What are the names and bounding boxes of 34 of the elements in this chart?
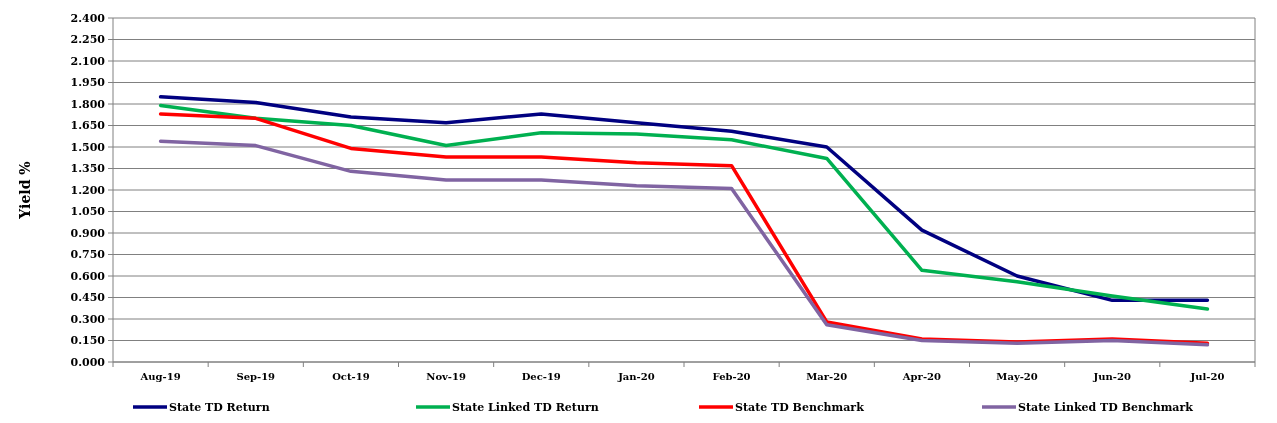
x-tick-label: Jun-20 <box>1092 371 1131 382</box>
x-tick-label: Jul-20 <box>1189 371 1225 382</box>
y-tick-label: 1.200 <box>70 183 106 197</box>
x-tick-label: Feb-20 <box>712 371 751 382</box>
legend-label: State Linked TD Return <box>452 400 599 414</box>
y-tick-label: 0.000 <box>70 355 106 369</box>
y-tick-label: 1.650 <box>70 119 106 133</box>
x-tick-label: Mar-20 <box>806 371 848 382</box>
y-tick-label: 1.500 <box>70 140 106 154</box>
x-tick-label: Sep-19 <box>236 371 276 382</box>
y-tick-label: 0.900 <box>70 226 106 240</box>
x-tick-label: Nov-19 <box>426 371 466 382</box>
y-tick-label: 2.100 <box>70 54 106 68</box>
y-tick-label: 0.600 <box>70 269 106 283</box>
x-tick-label: Aug-19 <box>139 371 181 382</box>
legend-label: State TD Return <box>169 400 270 414</box>
legend-label: State Linked TD Benchmark <box>1018 400 1194 414</box>
y-tick-label: 1.050 <box>70 205 106 219</box>
y-tick-label: 0.450 <box>70 291 106 305</box>
y-tick-label: 0.750 <box>70 248 106 262</box>
x-tick-label: Dec-19 <box>521 371 561 382</box>
y-tick-label: 1.950 <box>70 76 106 90</box>
x-tick-label: Jan-20 <box>617 371 655 382</box>
x-tick-label: Apr-20 <box>901 371 941 382</box>
y-tick-label: 1.350 <box>70 162 106 176</box>
legend-label: State TD Benchmark <box>735 400 865 414</box>
y-tick-label: 0.300 <box>70 312 106 326</box>
y-tick-label: 1.800 <box>70 97 106 111</box>
y-tick-label: 2.400 <box>70 11 106 25</box>
y-tick-label: 0.150 <box>70 334 106 348</box>
y-axis-title: Yield % <box>17 161 33 220</box>
x-tick-label: Oct-19 <box>332 371 370 382</box>
y-tick-label: 2.250 <box>70 33 106 47</box>
x-tick-label: May-20 <box>996 371 1038 382</box>
